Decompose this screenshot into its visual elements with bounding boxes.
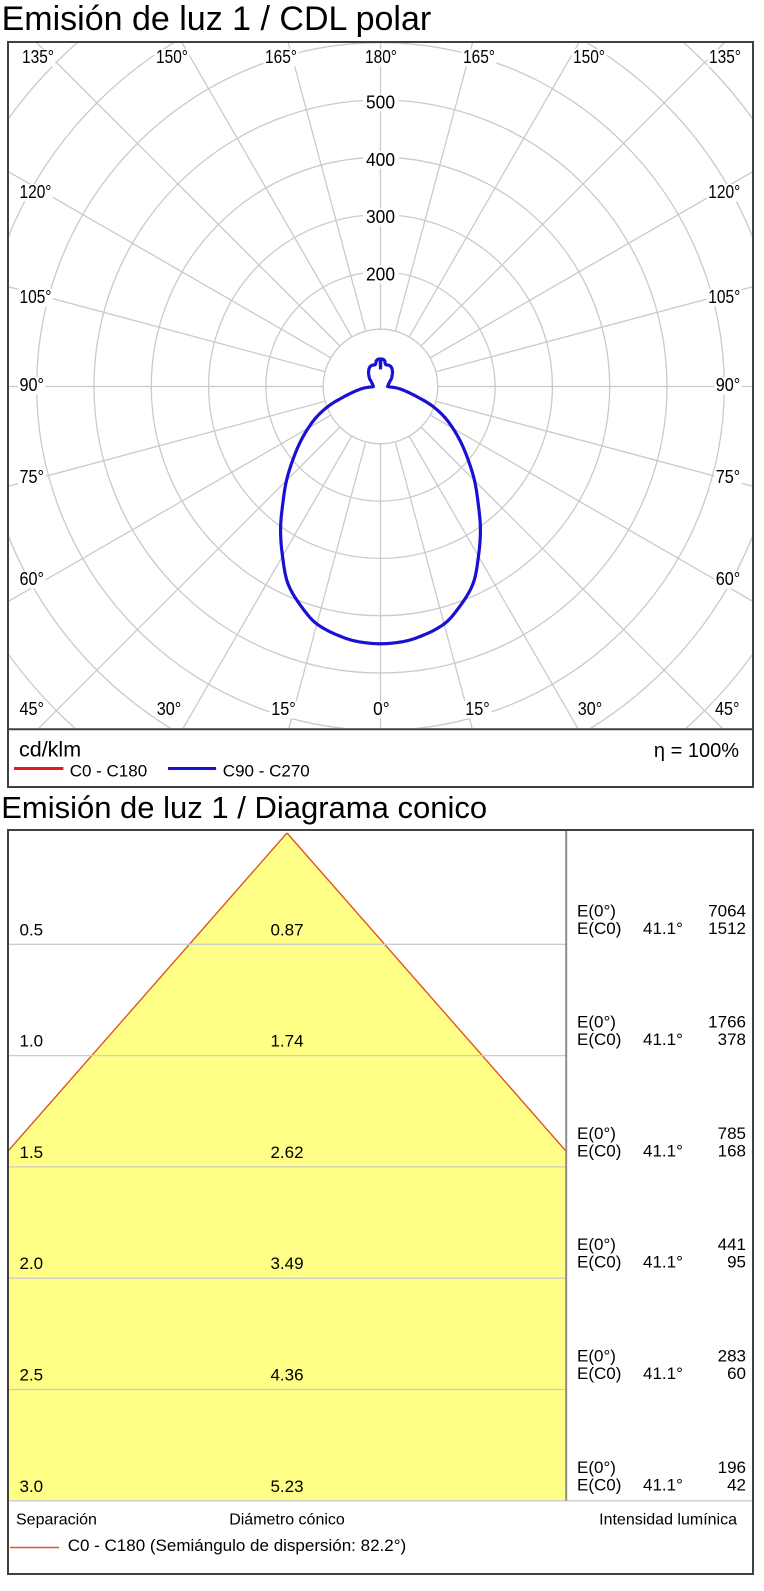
svg-text:60: 60 — [727, 1364, 746, 1383]
svg-text:400: 400 — [366, 150, 395, 170]
svg-text:196: 196 — [718, 1458, 746, 1477]
svg-text:3.49: 3.49 — [270, 1254, 303, 1273]
svg-text:165°: 165° — [265, 47, 297, 67]
svg-text:41.1°: 41.1° — [643, 919, 683, 938]
svg-text:C0 - C180: C0 - C180 — [70, 762, 147, 781]
svg-text:E(C0): E(C0) — [577, 1141, 621, 1160]
svg-text:300: 300 — [366, 207, 395, 227]
svg-text:0.5: 0.5 — [20, 920, 44, 939]
svg-text:95: 95 — [727, 1253, 746, 1272]
svg-text:120°: 120° — [20, 182, 52, 202]
svg-text:60°: 60° — [20, 569, 45, 589]
svg-text:105°: 105° — [20, 287, 52, 307]
svg-text:1.5: 1.5 — [20, 1143, 44, 1162]
svg-text:135°: 135° — [22, 47, 54, 67]
svg-text:Emisión de luz 1 / Diagrama co: Emisión de luz 1 / Diagrama conico — [1, 790, 487, 825]
svg-text:1766: 1766 — [708, 1013, 746, 1032]
svg-text:15°: 15° — [465, 699, 490, 719]
svg-text:E(C0): E(C0) — [577, 1030, 621, 1049]
svg-text:7064: 7064 — [708, 901, 746, 920]
svg-text:41.1°: 41.1° — [643, 1141, 683, 1160]
svg-text:cd/klm: cd/klm — [19, 738, 81, 762]
svg-text:150°: 150° — [156, 47, 188, 67]
svg-text:150°: 150° — [573, 47, 605, 67]
svg-text:45°: 45° — [715, 699, 740, 719]
svg-text:E(0°): E(0°) — [577, 901, 616, 920]
svg-text:45°: 45° — [20, 699, 45, 719]
svg-text:41.1°: 41.1° — [643, 1475, 683, 1494]
svg-text:135°: 135° — [709, 47, 741, 67]
svg-text:75°: 75° — [20, 467, 45, 487]
svg-text:E(0°): E(0°) — [577, 1235, 616, 1254]
svg-text:4.36: 4.36 — [270, 1366, 303, 1385]
svg-text:200: 200 — [366, 264, 395, 284]
svg-text:500: 500 — [366, 93, 395, 113]
svg-text:180°: 180° — [365, 47, 397, 67]
svg-text:41.1°: 41.1° — [643, 1253, 683, 1272]
svg-text:30°: 30° — [578, 699, 603, 719]
svg-text:Emisión de luz 1 / CDL polar: Emisión de luz 1 / CDL polar — [2, 0, 432, 38]
svg-text:2.5: 2.5 — [20, 1366, 44, 1385]
svg-text:E(0°): E(0°) — [577, 1013, 616, 1032]
svg-text:15°: 15° — [271, 699, 296, 719]
svg-text:2.62: 2.62 — [270, 1143, 303, 1162]
svg-text:Separación: Separación — [16, 1512, 97, 1529]
svg-text:E(C0): E(C0) — [577, 1364, 621, 1383]
svg-text:η = 100%: η = 100% — [654, 740, 739, 762]
svg-text:785: 785 — [718, 1124, 746, 1143]
svg-text:75°: 75° — [716, 467, 741, 487]
svg-text:41.1°: 41.1° — [643, 1364, 683, 1383]
svg-text:E(0°): E(0°) — [577, 1347, 616, 1366]
svg-text:Diámetro cónico: Diámetro cónico — [229, 1512, 345, 1529]
svg-text:2.0: 2.0 — [20, 1254, 44, 1273]
svg-text:120°: 120° — [708, 182, 740, 202]
svg-text:1.0: 1.0 — [20, 1032, 44, 1051]
svg-text:441: 441 — [718, 1235, 746, 1254]
svg-text:3.0: 3.0 — [20, 1477, 44, 1496]
svg-text:0.87: 0.87 — [270, 920, 303, 939]
svg-text:E(0°): E(0°) — [577, 1124, 616, 1143]
svg-text:41.1°: 41.1° — [643, 1030, 683, 1049]
svg-text:0°: 0° — [373, 699, 390, 719]
svg-text:168: 168 — [718, 1141, 746, 1160]
svg-text:C90 - C270: C90 - C270 — [223, 762, 310, 781]
svg-text:105°: 105° — [708, 287, 740, 307]
svg-text:C0 - C180 (Semiángulo de dispe: C0 - C180 (Semiángulo de dispersión: 82.… — [68, 1536, 406, 1555]
svg-text:1512: 1512 — [708, 919, 746, 938]
svg-text:90°: 90° — [20, 375, 45, 395]
svg-text:60°: 60° — [716, 569, 741, 589]
svg-text:E(0°): E(0°) — [577, 1458, 616, 1477]
svg-text:378: 378 — [718, 1030, 746, 1049]
svg-text:90°: 90° — [716, 375, 741, 395]
svg-text:42: 42 — [727, 1475, 746, 1494]
svg-text:30°: 30° — [157, 699, 182, 719]
svg-text:165°: 165° — [463, 47, 495, 67]
svg-text:E(C0): E(C0) — [577, 919, 621, 938]
svg-text:5.23: 5.23 — [270, 1477, 303, 1496]
svg-text:1.74: 1.74 — [270, 1032, 303, 1051]
svg-text:E(C0): E(C0) — [577, 1475, 621, 1494]
svg-text:E(C0): E(C0) — [577, 1253, 621, 1272]
svg-text:Intensidad lumínica: Intensidad lumínica — [599, 1512, 737, 1529]
svg-text:283: 283 — [718, 1347, 746, 1366]
